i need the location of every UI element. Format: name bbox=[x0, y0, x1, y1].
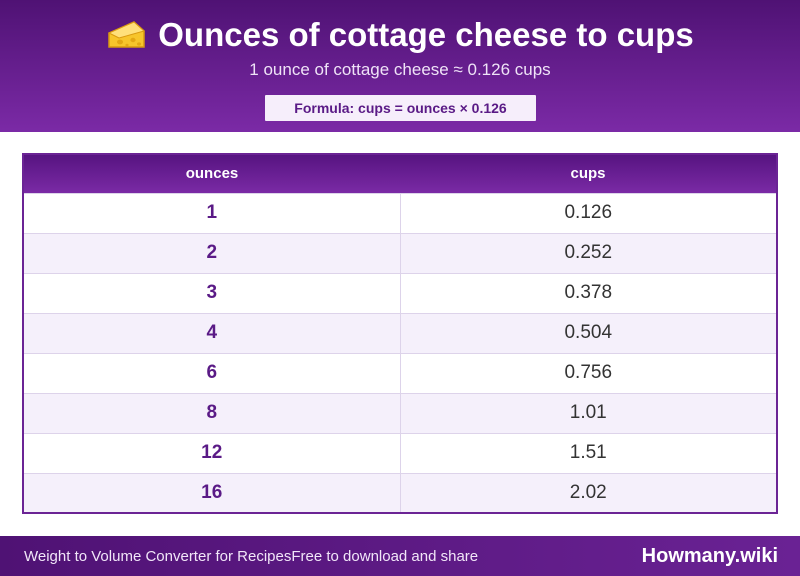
ounces-cell: 6 bbox=[24, 352, 401, 393]
table-row: 6 0.756 bbox=[24, 352, 776, 393]
page-subtitle: 1 ounce of cottage cheese ≈ 0.126 cups bbox=[249, 60, 551, 79]
table-row: 12 1.51 bbox=[24, 432, 776, 473]
brand-link[interactable]: Howmany.wiki bbox=[641, 544, 778, 567]
table-row: 3 0.378 bbox=[24, 272, 776, 313]
table-row: 4 0.504 bbox=[24, 312, 776, 353]
conversion-table: ounces cups 1 0.126 2 0.252 3 0.378 4 0.… bbox=[22, 153, 778, 514]
title-row: Ounces of cottage cheese to cups bbox=[0, 14, 800, 56]
cups-cell: 1.01 bbox=[400, 392, 776, 433]
cups-cell: 1.51 bbox=[400, 432, 776, 473]
cups-cell: 2.02 bbox=[400, 472, 776, 512]
table-row: 2 0.252 bbox=[24, 232, 776, 273]
table-row: 8 1.01 bbox=[24, 392, 776, 433]
cups-cell: 0.756 bbox=[400, 352, 776, 393]
formula-badge: Formula: cups = ounces × 0.126 bbox=[265, 95, 536, 121]
footer-caption: Weight to Volume Converter for RecipesFr… bbox=[24, 548, 478, 565]
cups-cell: 0.252 bbox=[400, 232, 776, 273]
footer-caption-b: Free to download and share bbox=[291, 547, 479, 565]
cups-cell: 0.504 bbox=[400, 312, 776, 353]
column-header-ounces: ounces bbox=[185, 165, 239, 183]
header-banner: Ounces of cottage cheese to cups 1 ounce… bbox=[0, 0, 800, 132]
table-header-row: ounces cups bbox=[24, 155, 776, 193]
cups-cell: 0.126 bbox=[400, 192, 776, 233]
ounces-cell: 2 bbox=[24, 232, 401, 273]
ounces-cell: 1 bbox=[24, 192, 401, 233]
ounces-cell: 4 bbox=[24, 312, 401, 353]
page-title: Ounces of cottage cheese to cups bbox=[158, 16, 694, 53]
cups-cell: 0.378 bbox=[400, 272, 776, 313]
table-row: 16 2.02 bbox=[24, 472, 776, 512]
column-header-cups: cups bbox=[570, 165, 606, 183]
footer-bar: Weight to Volume Converter for RecipesFr… bbox=[0, 536, 800, 576]
table-row: 1 0.126 bbox=[24, 192, 776, 233]
footer-caption-a: Weight to Volume Converter for Recipes bbox=[24, 547, 292, 565]
ounces-cell: 3 bbox=[24, 272, 401, 313]
ounces-cell: 12 bbox=[24, 432, 401, 473]
ounces-cell: 16 bbox=[24, 472, 401, 512]
ounces-cell: 8 bbox=[24, 392, 401, 433]
cheese-icon bbox=[106, 18, 146, 52]
